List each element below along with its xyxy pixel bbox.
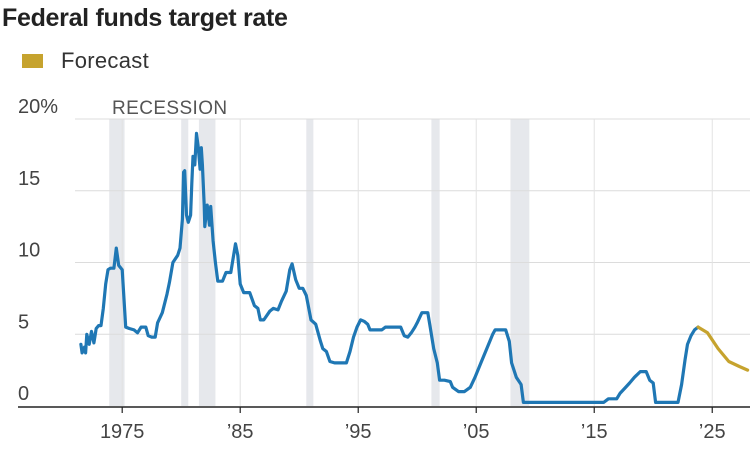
y-tick-label-0: 0 <box>18 383 29 405</box>
x-axis-ticks: 1975 ’85 ’95 ’05 ’15 ’25 <box>100 407 726 443</box>
x-tick-label-1985: ’85 <box>227 421 254 443</box>
y-tick-label-20: 20% <box>18 96 58 118</box>
legend: Forecast <box>22 48 149 74</box>
y-tick-label-5: 5 <box>18 311 29 333</box>
x-tick-label-2005: ’05 <box>463 421 490 443</box>
series-lines <box>79 131 750 404</box>
forecast-swatch <box>22 54 43 68</box>
x-tick-label-1975: 1975 <box>100 421 145 443</box>
recession-label: RECESSION <box>112 98 228 119</box>
chart-title: Federal funds target rate <box>2 4 288 32</box>
x-tick-label-2025: ’25 <box>699 421 726 443</box>
legend-label-forecast: Forecast <box>61 48 149 73</box>
x-tick-label-1995: ’95 <box>345 421 372 443</box>
y-axis-ticks: 0 5 10 15 20% <box>18 96 58 405</box>
x-tick-label-2015: ’15 <box>581 421 608 443</box>
fed-funds-rate-line <box>79 131 700 404</box>
forecast-line <box>696 325 750 372</box>
y-tick-label-10: 10 <box>18 240 40 262</box>
y-tick-label-15: 15 <box>18 168 40 190</box>
grid-lines <box>75 118 750 406</box>
